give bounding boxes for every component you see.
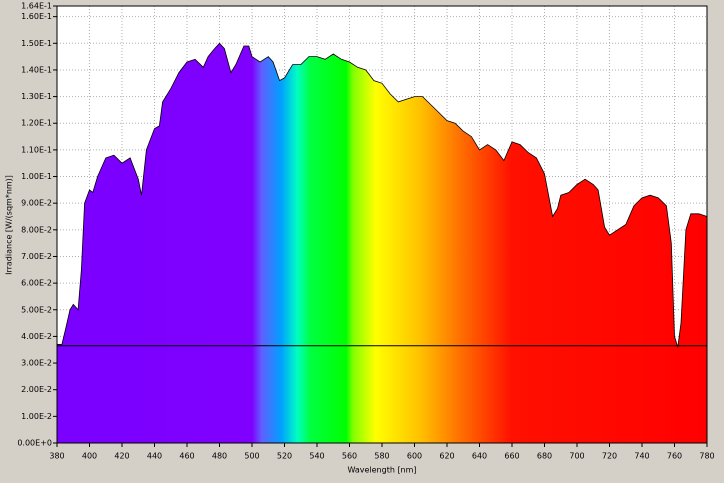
x-tick-label: 460 bbox=[179, 452, 194, 461]
x-tick-label: 520 bbox=[277, 452, 292, 461]
x-tick-label: 600 bbox=[407, 452, 422, 461]
y-tick-label: 1.10E-1 bbox=[21, 145, 52, 154]
y-tick-label: 1.64E-1 bbox=[21, 2, 52, 11]
y-tick-label: 1.50E-1 bbox=[21, 39, 52, 48]
y-tick-label: 1.60E-1 bbox=[21, 12, 52, 21]
y-tick-label: 1.20E-1 bbox=[21, 119, 52, 128]
x-tick-label: 660 bbox=[504, 452, 519, 461]
x-tick-label: 400 bbox=[82, 452, 97, 461]
y-tick-label: 1.30E-1 bbox=[21, 92, 52, 101]
y-tick-label: 9.00E-2 bbox=[21, 199, 52, 208]
x-tick-label: 420 bbox=[114, 452, 129, 461]
spectrum-area bbox=[57, 43, 707, 444]
y-tick-label: 1.40E-1 bbox=[21, 65, 52, 74]
x-tick-label: 780 bbox=[699, 452, 714, 461]
x-tick-label: 720 bbox=[602, 452, 617, 461]
x-tick-label: 640 bbox=[472, 452, 487, 461]
spectrum-line bbox=[57, 42, 708, 348]
y-axis-label: Irradiance [W/(sqm*nm)] bbox=[5, 175, 14, 275]
y-tick-label: 8.00E-2 bbox=[21, 225, 52, 234]
x-tick-label: 620 bbox=[439, 452, 454, 461]
y-tick-label: 4.00E-2 bbox=[21, 332, 52, 341]
y-tick-label: 2.00E-2 bbox=[21, 385, 52, 394]
x-tick-label: 680 bbox=[537, 452, 552, 461]
y-tick-label: 1.00E-1 bbox=[21, 172, 52, 181]
x-tick-label: 560 bbox=[342, 452, 357, 461]
x-tick-label: 440 bbox=[147, 452, 162, 461]
x-tick-label: 380 bbox=[49, 452, 64, 461]
x-tick-label: 700 bbox=[569, 452, 584, 461]
x-tick-label: 760 bbox=[667, 452, 682, 461]
x-tick-label: 480 bbox=[212, 452, 227, 461]
y-tick-label: 0.00E+0 bbox=[17, 439, 52, 448]
x-axis-label: Wavelength [nm] bbox=[347, 466, 416, 475]
x-tick-label: 540 bbox=[309, 452, 324, 461]
y-tick-label: 1.00E-2 bbox=[21, 412, 52, 421]
y-tick-label: 7.00E-2 bbox=[21, 252, 52, 261]
y-tick-label: 5.00E-2 bbox=[21, 305, 52, 314]
x-tick-label: 740 bbox=[634, 452, 649, 461]
y-tick-label: 6.00E-2 bbox=[21, 279, 52, 288]
y-tick-label: 3.00E-2 bbox=[21, 359, 52, 368]
x-tick-label: 500 bbox=[244, 452, 259, 461]
x-tick-label: 580 bbox=[374, 452, 389, 461]
